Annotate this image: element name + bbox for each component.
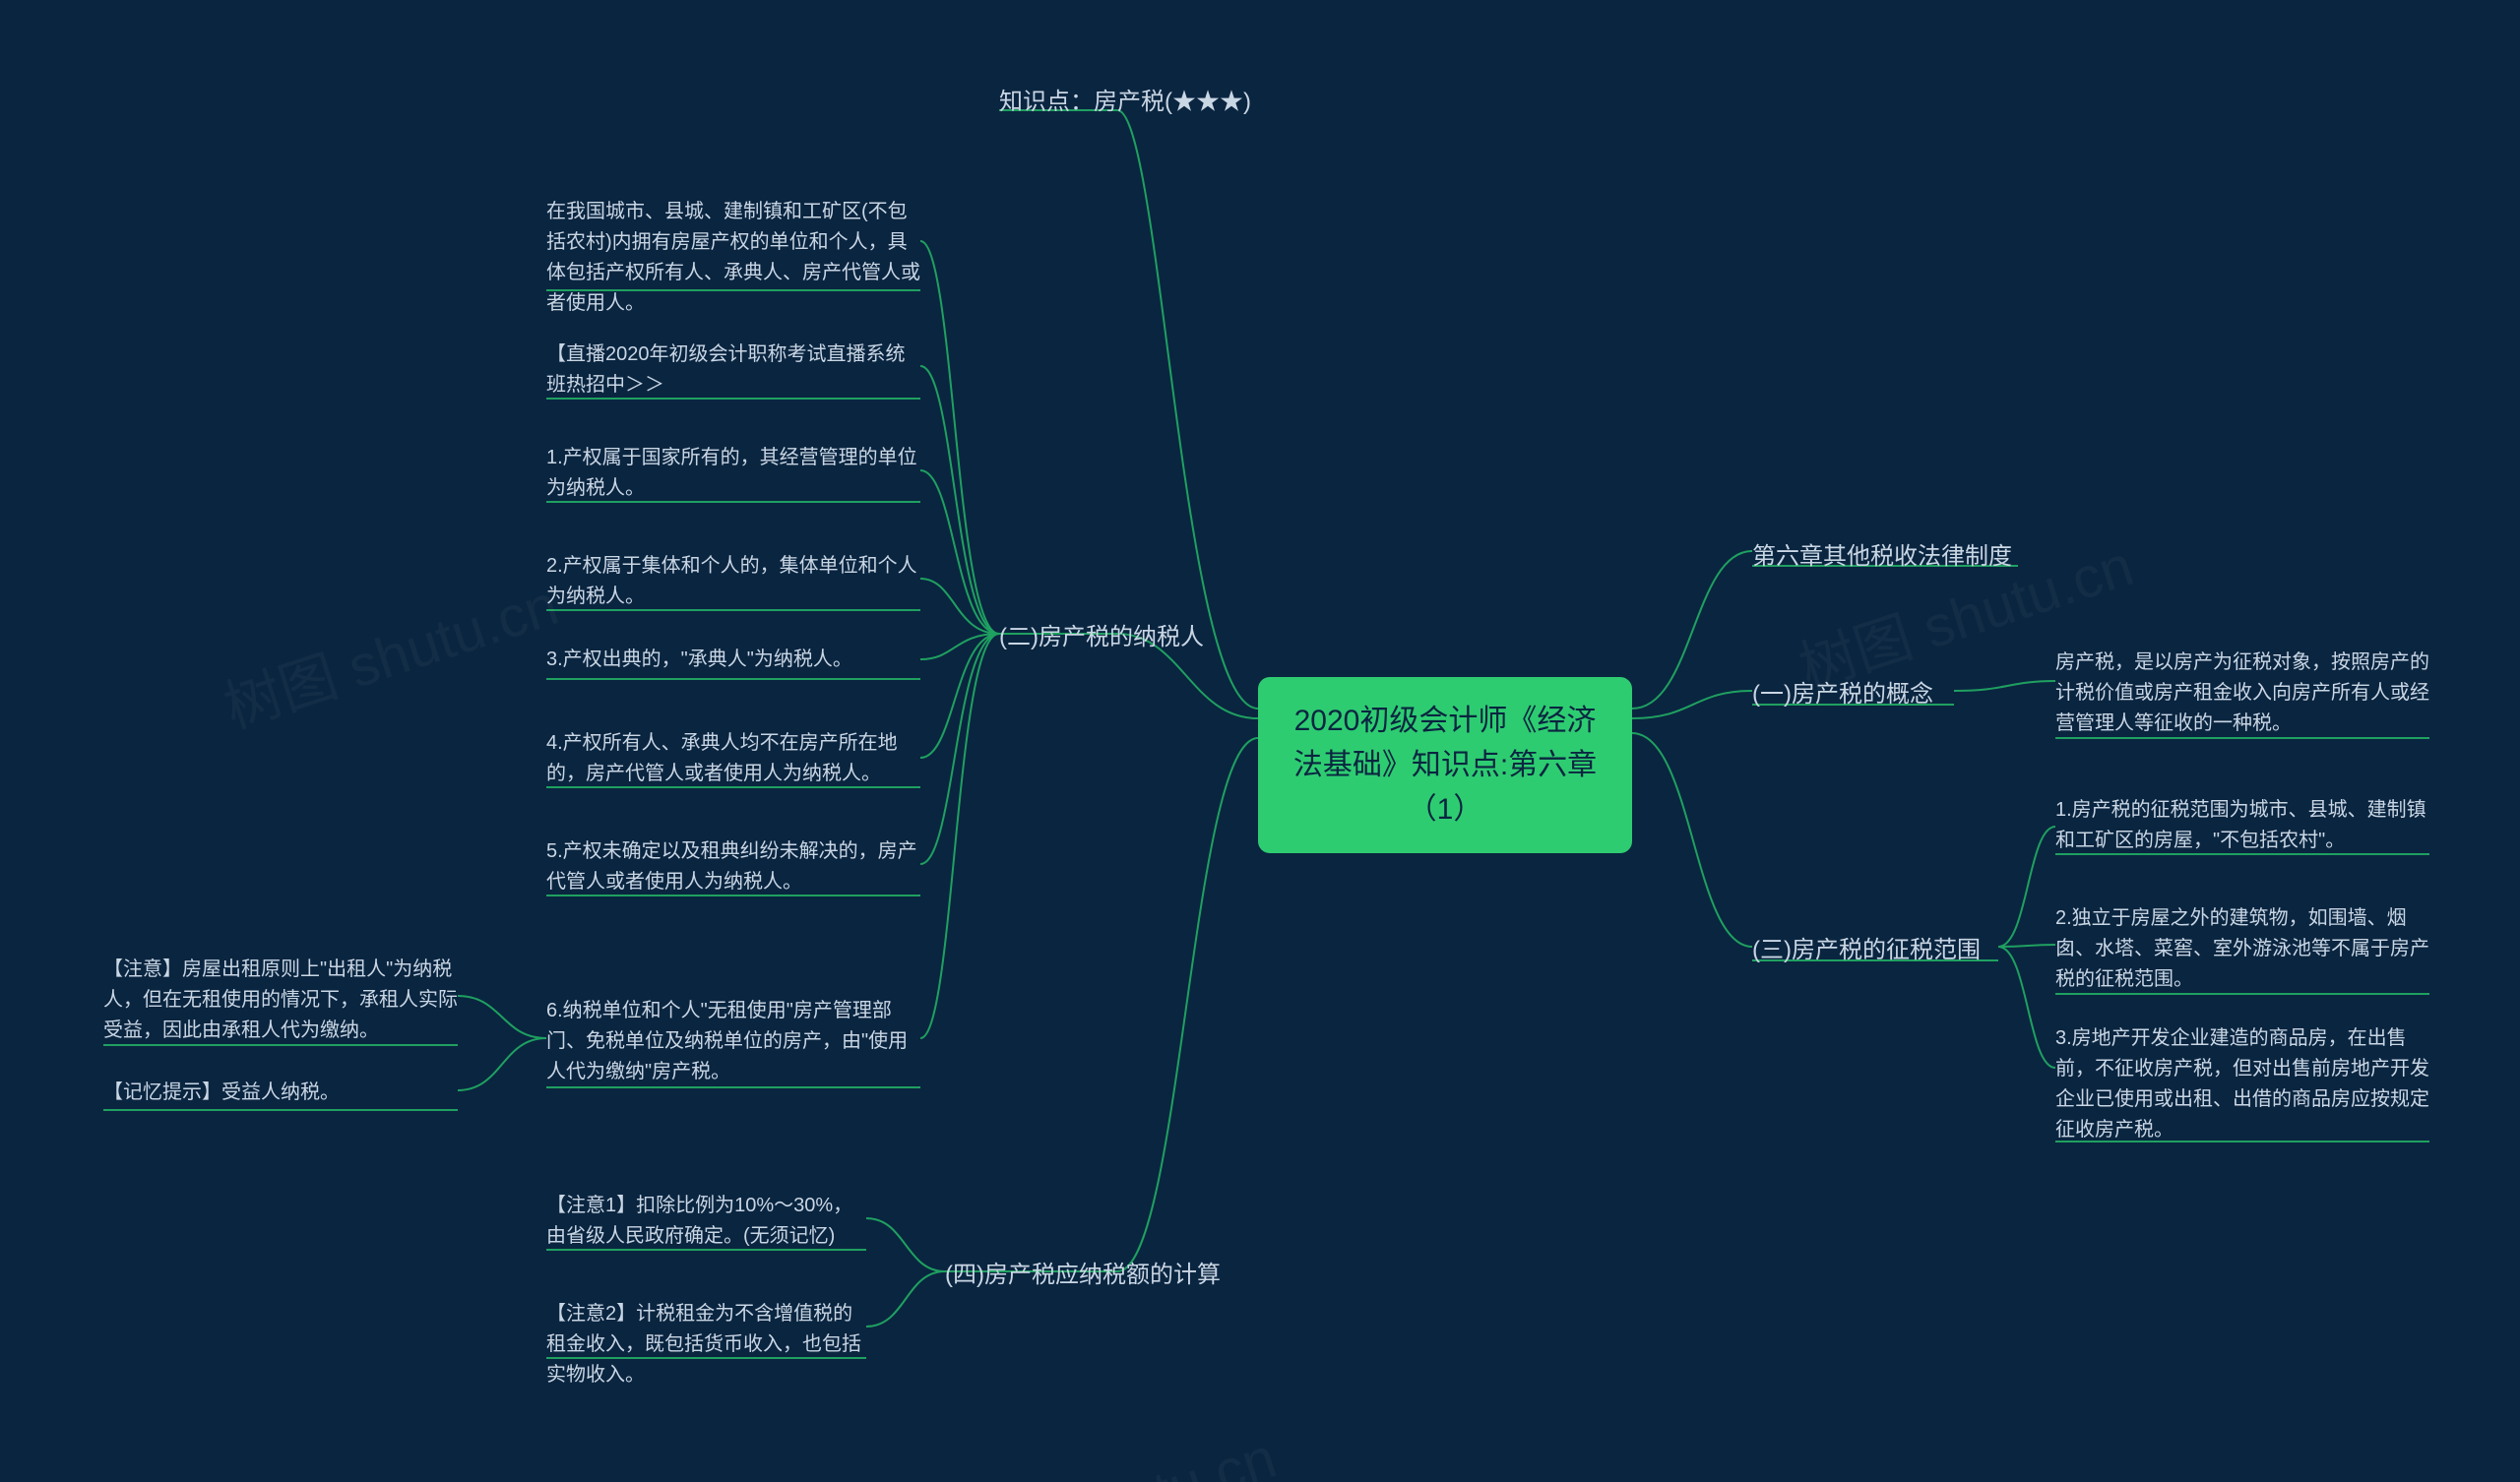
center-text: 2020初级会计师《经济法基础》知识点:第六章（1） [1293,705,1597,826]
branch-taxpayer-label: (二)房产税的纳税人 [999,624,1204,650]
concept-detail: 房产税，是以房产为征税对象，按照房产的计税价值或房产租金收入向房产所有人或经营管… [2055,648,2429,739]
taxpayer-note-1-text: 【注意】房屋出租原则上"出租人"为纳税人，但在无租使用的情况下，承租人实际受益，… [103,958,458,1041]
center-node: 2020初级会计师《经济法基础》知识点:第六章（1） [1258,677,1632,853]
watermark: 树图 shutu.cn [213,559,567,744]
taxpayer-note-1: 【注意】房屋出租原则上"出租人"为纳税人，但在无租使用的情况下，承租人实际受益，… [103,955,458,1046]
scope-item-1-text: 1.房产税的征税范围为城市、县城、建制镇和工矿区的房屋，"不包括农村"。 [2055,799,2426,851]
branch-concept: (一)房产税的概念 [1752,677,1933,712]
taxpayer-item-6-text: 4.产权所有人、承典人均不在房产所在地的，房产代管人或者使用人为纳税人。 [546,732,898,784]
branch-scope-label: (三)房产税的征税范围 [1752,937,1981,963]
taxpayer-item-3-text: 1.产权属于国家所有的，其经营管理的单位为纳税人。 [546,447,917,499]
calc-note-1-text: 【注意1】扣除比例为10%～30%，由省级人民政府确定。(无须记忆) [546,1195,852,1247]
taxpayer-note-2: 【记忆提示】受益人纳税。 [103,1078,458,1108]
scope-item-1: 1.房产税的征税范围为城市、县城、建制镇和工矿区的房屋，"不包括农村"。 [2055,795,2429,856]
taxpayer-note-2-text: 【记忆提示】受益人纳税。 [103,1081,340,1103]
branch-calculation: (四)房产税应纳税额的计算 [945,1258,1221,1293]
branch-chapter6: 第六章其他税收法律制度 [1752,539,2012,575]
concept-detail-text: 房产税，是以房产为征税对象，按照房产的计税价值或房产租金收入向房产所有人或经营管… [2055,651,2429,734]
branch-chapter6-label: 第六章其他税收法律制度 [1752,543,2012,570]
taxpayer-item-6: 4.产权所有人、承典人均不在房产所在地的，房产代管人或者使用人为纳税人。 [546,728,920,789]
scope-item-2-text: 2.独立于房屋之外的建筑物，如围墙、烟囱、水塔、菜窖、室外游泳池等不属于房产税的… [2055,907,2429,990]
taxpayer-item-8-text: 6.纳税单位和个人"无租使用"房产管理部门、免税单位及纳税单位的房产，由"使用人… [546,1000,908,1082]
scope-item-2: 2.独立于房屋之外的建筑物，如围墙、烟囱、水塔、菜窖、室外游泳池等不属于房产税的… [2055,903,2429,995]
knowledge-point-label: 知识点：房产税(★★★) [999,89,1251,115]
calc-note-2: 【注意2】计税租金为不含增值税的租金收入，既包括货币收入，也包括实物收入。 [546,1299,866,1390]
taxpayer-item-4-text: 2.产权属于集体和个人的，集体单位和个人为纳税人。 [546,555,917,607]
scope-item-3: 3.房地产开发企业建造的商品房，在出售前，不征收房产税，但对出售前房地产开发企业… [2055,1023,2429,1145]
taxpayer-item-4: 2.产权属于集体和个人的，集体单位和个人为纳税人。 [546,551,920,612]
taxpayer-item-7: 5.产权未确定以及租典纠纷未解决的，房产代管人或者使用人为纳税人。 [546,836,920,897]
calc-note-1: 【注意1】扣除比例为10%～30%，由省级人民政府确定。(无须记忆) [546,1191,866,1252]
taxpayer-item-3: 1.产权属于国家所有的，其经营管理的单位为纳税人。 [546,443,920,504]
branch-concept-label: (一)房产税的概念 [1752,681,1933,708]
taxpayer-item-5: 3.产权出典的，"承典人"为纳税人。 [546,645,920,675]
branch-taxpayer: (二)房产税的纳税人 [999,620,1204,655]
branch-calculation-label: (四)房产税应纳税额的计算 [945,1262,1221,1288]
taxpayer-item-8: 6.纳税单位和个人"无租使用"房产管理部门、免税单位及纳税单位的房产，由"使用人… [546,996,920,1087]
calc-note-2-text: 【注意2】计税租金为不含增值税的租金收入，既包括货币收入，也包括实物收入。 [546,1303,861,1386]
taxpayer-item-2: 【直播2020年初级会计职称考试直播系统班热招中＞＞ [546,340,920,401]
taxpayer-item-1: 在我国城市、县城、建制镇和工矿区(不包括农村)内拥有房屋产权的单位和个人，具体包… [546,197,920,319]
taxpayer-item-1-text: 在我国城市、县城、建制镇和工矿区(不包括农村)内拥有房屋产权的单位和个人，具体包… [546,201,920,314]
watermark: shutu.cn [1058,1425,1284,1482]
taxpayer-item-2-text: 【直播2020年初级会计职称考试直播系统班热招中＞＞ [546,343,906,396]
scope-item-3-text: 3.房地产开发企业建造的商品房，在出售前，不征收房产税，但对出售前房地产开发企业… [2055,1027,2429,1141]
taxpayer-item-7-text: 5.产权未确定以及租典纠纷未解决的，房产代管人或者使用人为纳税人。 [546,840,917,893]
branch-knowledge-point: 知识点：房产税(★★★) [999,85,1265,120]
taxpayer-item-5-text: 3.产权出典的，"承典人"为纳税人。 [546,648,852,670]
branch-scope: (三)房产税的征税范围 [1752,933,1981,968]
